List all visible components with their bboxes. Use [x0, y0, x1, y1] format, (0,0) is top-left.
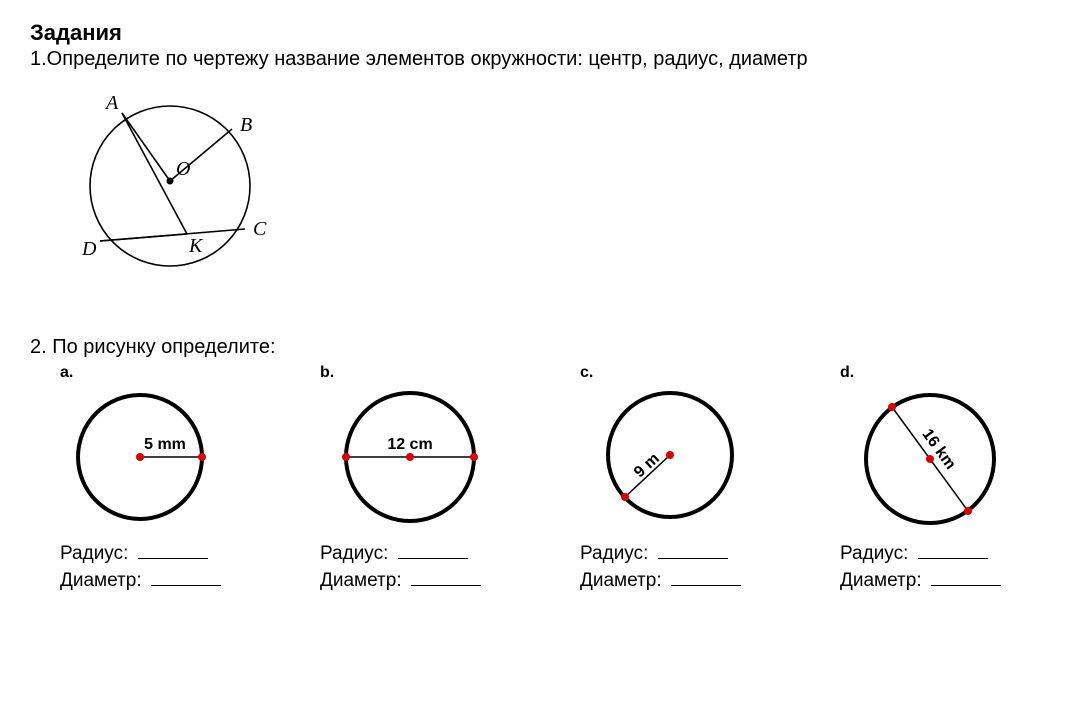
circle-column: d.16 kmРадиус: Диаметр: [810, 364, 1050, 594]
circle-svg: 9 m [570, 377, 770, 537]
diameter-line: Диаметр: [840, 568, 1001, 595]
diameter-line: Диаметр: [60, 568, 221, 595]
radius-blank[interactable] [138, 558, 208, 559]
radius-blank[interactable] [398, 558, 468, 559]
worksheet-page: Задания 1.Определите по чертежу название… [0, 0, 1080, 717]
svg-text:A: A [104, 92, 119, 114]
task1-svg: A B O C D K [60, 91, 290, 291]
circle-svg: 5 mm [50, 377, 250, 537]
diameter-blank[interactable] [411, 585, 481, 586]
svg-text:C: C [253, 218, 267, 240]
circles-row: a.5 mmРадиус: Диаметр: b.12 cmРадиус: Ди… [30, 364, 1050, 594]
radius-blank[interactable] [918, 558, 988, 559]
svg-text:K: K [188, 235, 204, 257]
diameter-label: Диаметр: [60, 570, 142, 591]
svg-text:9 m: 9 m [631, 450, 663, 481]
diameter-blank[interactable] [931, 585, 1001, 586]
diameter-blank[interactable] [671, 585, 741, 586]
svg-text:16 km: 16 km [918, 426, 958, 473]
diameter-label: Диаметр: [580, 570, 662, 591]
task1-diagram: A B O C D K [60, 91, 1050, 296]
radius-blank[interactable] [658, 558, 728, 559]
radius-line: Радиус: [320, 541, 481, 568]
circle-column: c.9 mРадиус: Диаметр: [550, 364, 790, 594]
circle-column: a.5 mmРадиус: Диаметр: [30, 364, 270, 594]
radius-label: Радиус: [840, 543, 908, 564]
radius-label: Радиус: [60, 543, 128, 564]
diameter-line: Диаметр: [580, 568, 741, 595]
radius-line: Радиус: [840, 541, 1001, 568]
answer-lines: Радиус: Диаметр: [320, 541, 481, 594]
diameter-label: Диаметр: [840, 570, 922, 591]
svg-text:B: B [240, 114, 252, 136]
radius-line: Радиус: [60, 541, 221, 568]
answer-lines: Радиус: Диаметр: [840, 541, 1001, 594]
radius-label: Радиус: [320, 543, 388, 564]
svg-text:5 mm: 5 mm [144, 436, 186, 453]
circle-svg: 16 km [830, 377, 1030, 537]
answer-lines: Радиус: Диаметр: [580, 541, 741, 594]
diameter-line: Диаметр: [320, 568, 481, 595]
svg-text:12 cm: 12 cm [387, 436, 432, 453]
radius-label: Радиус: [580, 543, 648, 564]
svg-text:D: D [81, 238, 97, 260]
task1-text: 1.Определите по чертежу название элемент… [30, 48, 1050, 71]
diameter-blank[interactable] [151, 585, 221, 586]
circle-column: b.12 cmРадиус: Диаметр: [290, 364, 530, 594]
svg-text:O: O [176, 158, 190, 180]
circle-svg: 12 cm [310, 377, 510, 537]
tasks-heading: Задания [30, 20, 1050, 46]
diameter-label: Диаметр: [320, 570, 402, 591]
answer-lines: Радиус: Диаметр: [60, 541, 221, 594]
radius-line: Радиус: [580, 541, 741, 568]
task2-text: 2. По рисунку определите: [30, 336, 1050, 359]
